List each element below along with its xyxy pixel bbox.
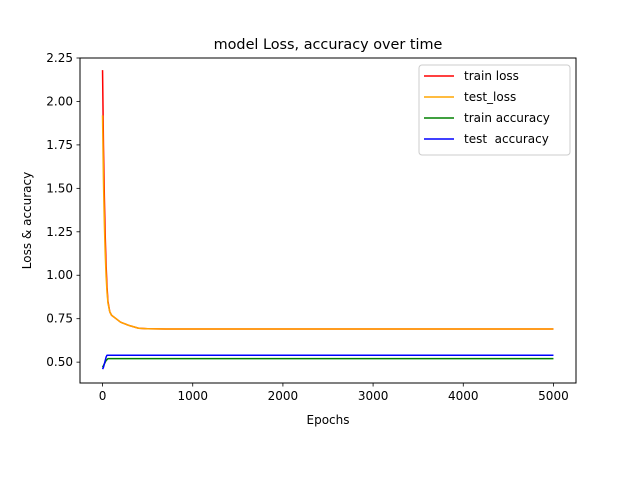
legend-label: test accuracy <box>464 132 549 146</box>
y-tick-label: 1.25 <box>46 225 73 239</box>
plot-lines <box>101 70 554 370</box>
y-tick-label: 0.75 <box>46 312 73 326</box>
x-tick-label: 2000 <box>268 389 299 403</box>
x-tick-label: 0 <box>99 389 107 403</box>
y-tick-label: 1.75 <box>46 138 73 152</box>
ticks: 0 1000 2000 3000 4000 5000 0.50 0.75 1.00 1.25 1.5… <box>46 51 568 403</box>
chart-title: model Loss, accuracy over time <box>214 37 443 53</box>
y-axis-label: Loss & accuracy <box>20 172 34 269</box>
y-tick-label: 1.50 <box>46 181 73 195</box>
axes <box>79 57 577 384</box>
series-line-3 <box>101 354 554 370</box>
legend-label: train loss <box>464 69 519 83</box>
x-tick-label: 4000 <box>448 389 479 403</box>
series-line-1 <box>101 115 554 330</box>
y-tick-label: 0.50 <box>46 355 73 369</box>
x-tick-label: 5000 <box>538 389 569 403</box>
axes-frame <box>79 57 577 384</box>
legend-label: train accuracy <box>464 111 550 125</box>
x-axis-label: Epochs <box>307 413 350 427</box>
legend-label: test_loss <box>464 90 516 104</box>
y-tick-label: 2.25 <box>46 51 73 65</box>
y-tick-label: 2.00 <box>46 94 73 108</box>
y-tick-label: 1.00 <box>46 268 73 282</box>
x-tick-label: 3000 <box>358 389 389 403</box>
legend-box <box>418 64 571 156</box>
x-tick-label: 1000 <box>177 389 208 403</box>
